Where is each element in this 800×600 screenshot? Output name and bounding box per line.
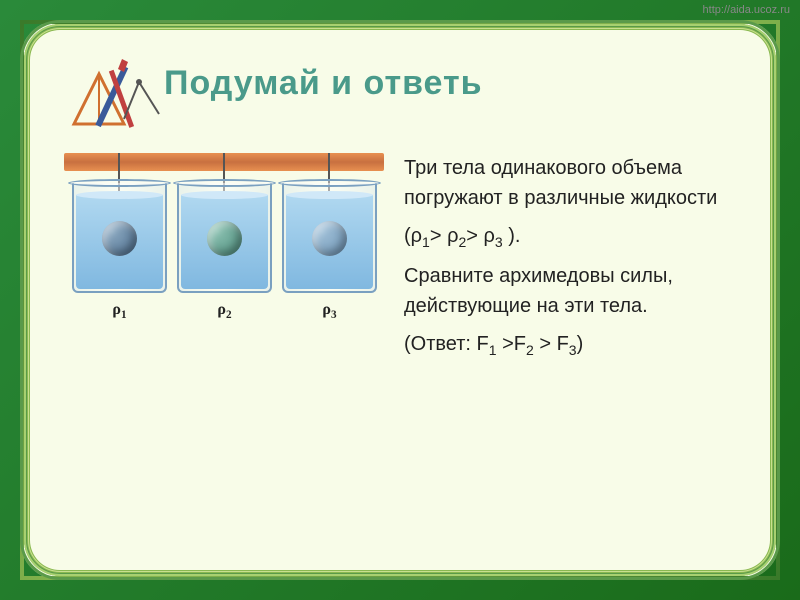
beaker-2: ρ2 (177, 183, 272, 298)
diagram-container: ρ1 ρ2 ρ3 (64, 153, 384, 369)
beaker-rim-2 (173, 179, 276, 187)
problem-line1: Три тела одинакового объема погружают в … (404, 153, 736, 213)
beaker-3: ρ3 (282, 183, 377, 298)
beaker-1: ρ1 (72, 183, 167, 298)
label-rho2: ρ2 (177, 301, 272, 321)
liquid-surface-1 (76, 191, 163, 199)
ball-3 (312, 221, 347, 256)
liquid-surface-3 (286, 191, 373, 199)
label-rho3: ρ3 (282, 301, 377, 321)
ball-1 (102, 221, 137, 256)
label-rho1: ρ1 (72, 301, 167, 321)
math-tools-icon (64, 54, 174, 149)
slide-title: Подумай и ответь (164, 64, 736, 103)
beaker-rim-3 (278, 179, 381, 187)
density-condition: (ρ1> ρ2> ρ3 ). (404, 221, 736, 253)
physics-diagram: ρ1 ρ2 ρ3 (64, 153, 384, 333)
content-area: ρ1 ρ2 ρ3 (64, 153, 736, 369)
answer-line: (Ответ: F1 >F2 > F3) (404, 329, 736, 361)
liquid-surface-2 (181, 191, 268, 199)
ball-2 (207, 221, 242, 256)
problem-text: Три тела одинакового объема погружают в … (404, 153, 736, 369)
beaker-rim-1 (68, 179, 171, 187)
watermark-url: http://aida.ucoz.ru (703, 4, 790, 16)
problem-line2: Сравните архимедовы силы, действующие на… (404, 261, 736, 321)
slide-frame: Подумай и ответь ρ1 (20, 20, 780, 580)
